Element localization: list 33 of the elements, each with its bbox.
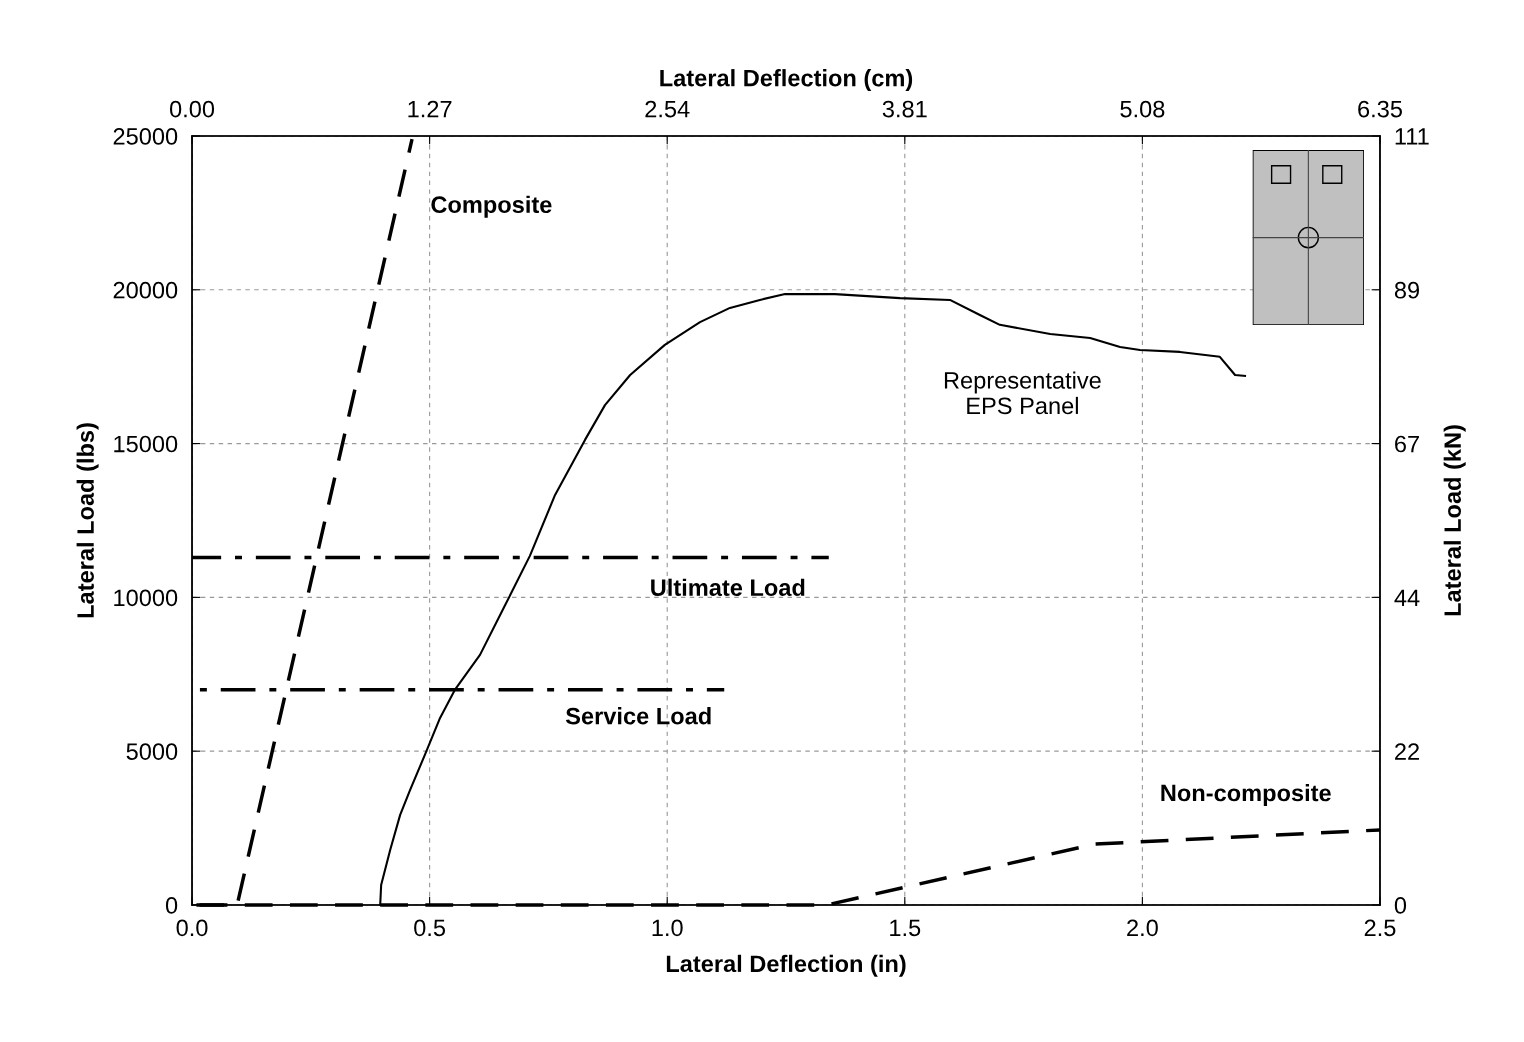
y-tick-label: 0: [165, 897, 178, 914]
x-tick-label: 1.5: [890, 919, 921, 937]
x2-tick-label: 5.08: [1120, 100, 1165, 118]
x-tick-label: 2.5: [1364, 919, 1396, 937]
series-label: Service Load: [565, 707, 711, 725]
series-label: Representative EPS Panel: [944, 371, 1101, 415]
x-tick-label: 0.0: [176, 919, 208, 937]
series-label: Non-composite: [1161, 784, 1331, 807]
y2-tick-label: 67: [1395, 435, 1419, 453]
x2-axis-title: Lateral Deflection (cm): [660, 69, 913, 92]
x2-tick-label: 1.27: [408, 100, 452, 118]
x2-tick-label: 0.00: [169, 100, 215, 118]
x2-tick-label: 6.35: [1358, 100, 1402, 118]
y-tick-label: 25000: [113, 128, 178, 145]
y2-axis-title: Lateral Load (kN): [1443, 425, 1466, 616]
y-tick-label: 20000: [113, 281, 178, 299]
series-label: Ultimate Load: [651, 578, 805, 597]
y-axis-title: Lateral Load (lbs): [76, 423, 99, 618]
x2-tick-label: 2.54: [645, 100, 690, 118]
x-tick-label: 2.0: [1127, 919, 1158, 937]
x-tick-label: 0.5: [414, 919, 446, 937]
y-tick-label: 5000: [126, 743, 178, 760]
y-tick-label: 10000: [114, 589, 178, 607]
x2-tick-label: 3.81: [882, 100, 927, 118]
y-tick-label: 15000: [114, 435, 178, 453]
x-tick-label: 1.0: [652, 919, 683, 937]
series-label: Composite: [431, 195, 552, 218]
y2-tick-label: 22: [1395, 743, 1419, 760]
y2-tick-label: 44: [1394, 589, 1420, 606]
y2-tick-label: 89: [1394, 281, 1420, 299]
x-axis-title: Lateral Deflection (in): [666, 954, 906, 977]
y2-tick-label: 0: [1394, 897, 1407, 914]
y2-tick-label: 111: [1395, 128, 1429, 145]
